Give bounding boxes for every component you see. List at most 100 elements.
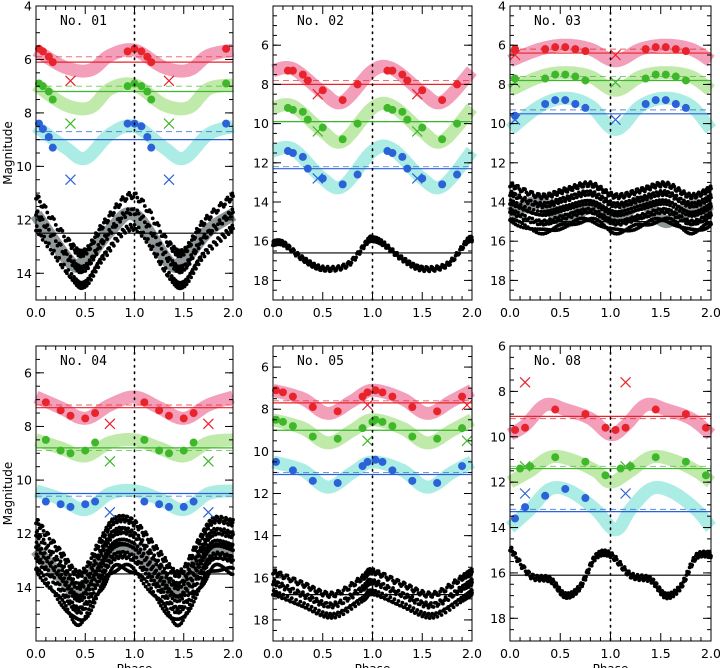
black-data-point (637, 199, 642, 204)
black-data-point (173, 604, 178, 609)
black-data-point (199, 561, 204, 566)
red-cross-marker (509, 49, 521, 61)
black-data-point (148, 560, 152, 564)
red-data-point (130, 44, 139, 53)
black-data-point (651, 577, 656, 582)
blue-cross-marker (509, 114, 521, 126)
black-data-point (564, 216, 569, 221)
black-data-point (178, 609, 183, 614)
green-data-point (398, 107, 407, 116)
black-data-point (151, 590, 156, 594)
y-tick-label: 6 (261, 38, 269, 53)
black-data-point (526, 201, 530, 206)
green-data-point (616, 464, 625, 473)
black-data-point (206, 526, 211, 531)
black-data-point (281, 592, 286, 597)
green-data-point (601, 471, 610, 480)
black-data-point (435, 614, 440, 619)
x-tick-label: 2.0 (223, 305, 243, 320)
black-data-point (552, 203, 556, 208)
black-data-point (72, 259, 76, 263)
black-data-point (216, 556, 221, 561)
black-data-point (155, 546, 160, 551)
black-data-point (106, 541, 110, 545)
blue-data-point (388, 149, 397, 157)
green-data-point (541, 74, 550, 83)
black-data-point (654, 581, 659, 586)
black-data-point (194, 249, 198, 254)
black-data-point (80, 574, 84, 578)
green-cross-marker (620, 460, 631, 472)
black-data-point (590, 560, 595, 565)
black-data-point (407, 604, 412, 609)
black-data-point (539, 209, 544, 214)
black-data-point (168, 257, 172, 261)
black-data-point (70, 565, 75, 570)
black-data-point (509, 545, 514, 550)
black-data-point (176, 587, 180, 592)
black-data-point (136, 533, 141, 538)
black-data-point (210, 534, 215, 538)
black-data-point (103, 533, 107, 538)
black-data-point (583, 578, 588, 582)
black-data-point (514, 555, 518, 560)
black-data-point (528, 198, 533, 203)
black-data-point (210, 229, 215, 233)
black-data-point (184, 282, 189, 287)
black-data-point (652, 212, 657, 217)
black-data-point (201, 546, 206, 550)
x-tick-label: 0.0 (263, 305, 283, 320)
black-data-point (152, 251, 157, 256)
black-data-point (356, 602, 361, 606)
black-data-point (55, 258, 60, 263)
blue-data-point (581, 103, 590, 112)
black-data-point (141, 581, 146, 586)
black-data-point (537, 218, 541, 223)
green-data-point (333, 434, 342, 443)
black-data-point (287, 244, 292, 249)
black-data-point (333, 594, 338, 599)
black-data-point (165, 571, 170, 576)
black-data-point (136, 225, 141, 230)
black-data-point (155, 581, 160, 586)
black-data-point (60, 265, 65, 270)
black-data-point (208, 215, 213, 220)
black-data-point (189, 243, 194, 247)
blue-data-point (48, 143, 57, 152)
black-data-point (404, 602, 408, 607)
black-data-point (193, 235, 198, 240)
black-data-point (219, 528, 224, 533)
black-data-point (45, 244, 50, 249)
red-data-point (48, 58, 57, 67)
blue-data-point (453, 170, 462, 179)
black-data-point (581, 189, 585, 194)
black-data-point (388, 595, 393, 600)
black-data-point (107, 213, 112, 218)
black-data-point (699, 193, 704, 197)
black-data-point (209, 523, 214, 527)
black-data-point (85, 579, 89, 584)
x-tick-label: 0.5 (550, 646, 570, 661)
black-data-point (456, 580, 461, 585)
black-data-point (527, 206, 532, 211)
black-data-point (182, 569, 186, 574)
black-data-point (587, 202, 592, 207)
red-data-point (398, 70, 407, 79)
black-data-point (341, 612, 346, 617)
black-data-point (98, 246, 102, 250)
blue-data-point (671, 100, 680, 108)
green-data-point (48, 95, 57, 104)
black-data-point (402, 581, 407, 586)
red-data-point (363, 388, 372, 397)
blue-cross-marker (104, 506, 116, 518)
red-data-point (581, 410, 590, 419)
black-data-point (138, 565, 143, 570)
black-data-point (155, 252, 160, 257)
black-data-point (81, 584, 86, 589)
black-data-point (125, 514, 130, 519)
black-data-point (698, 211, 703, 216)
black-data-point (65, 607, 70, 612)
red-data-point (179, 414, 188, 423)
black-data-point (381, 582, 386, 586)
black-data-point (141, 214, 146, 219)
